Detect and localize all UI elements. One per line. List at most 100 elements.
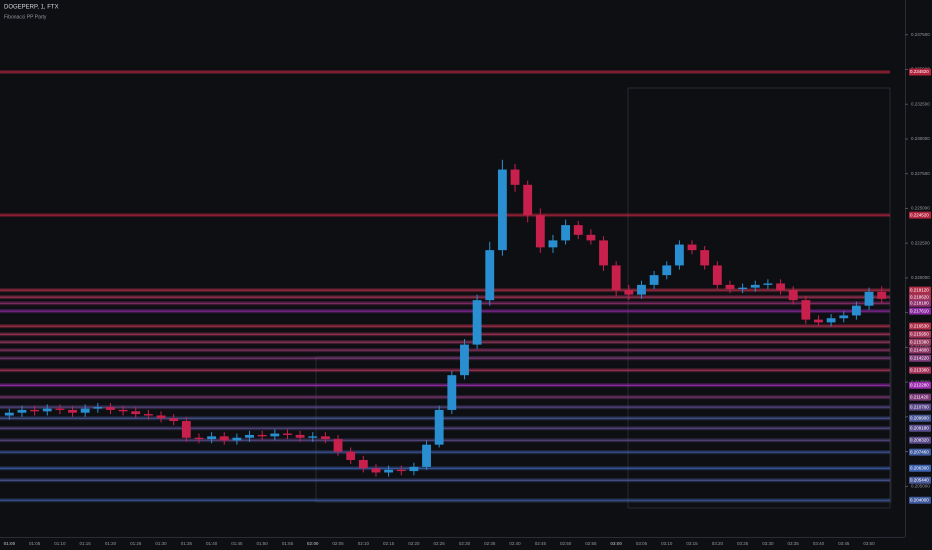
level-label: 0.207460	[910, 449, 929, 454]
candle-body	[851, 305, 861, 316]
candle-body	[409, 466, 419, 472]
candle-body	[497, 169, 507, 251]
level-label-box	[909, 346, 931, 354]
candle-body	[687, 244, 697, 251]
level-label: 0.218620	[910, 294, 929, 299]
level-label-box	[909, 330, 931, 338]
x-tick-label: 03:20	[712, 541, 724, 546]
level-label-box	[909, 307, 931, 315]
x-tick-label: 02:30	[459, 541, 471, 546]
y-tick-label: 0.232500	[911, 101, 930, 106]
level-label: 0.205440	[910, 477, 929, 482]
candle-body	[245, 434, 254, 438]
x-tick-label: 02:25	[434, 541, 446, 546]
y-tick-label: 0.205000	[911, 484, 930, 489]
y-tick-label: 0.222500	[911, 240, 930, 245]
level-label-box	[909, 393, 931, 401]
candle-body	[4, 412, 14, 416]
candle-body	[17, 409, 27, 413]
level-label-box	[909, 403, 931, 411]
level-label-box	[909, 322, 931, 330]
candle-body	[131, 411, 141, 415]
level-label: 0.212280	[910, 382, 929, 387]
candle-body	[156, 415, 166, 419]
range-box	[627, 87, 891, 509]
x-tick-label: 03:10	[661, 541, 673, 546]
candle-body	[624, 290, 634, 295]
level-label: 0.215950	[910, 331, 929, 336]
candle-body	[535, 215, 545, 248]
level-label: 0.216530	[910, 323, 929, 328]
x-tick-label: 01:45	[231, 541, 243, 546]
x-tick-label: 01:25	[130, 541, 142, 546]
candle-body	[42, 408, 52, 412]
levels	[0, 69, 890, 503]
y-tick-label: 0.220000	[911, 275, 930, 280]
candle-body	[257, 434, 267, 437]
x-tick-label: 02:35	[484, 541, 496, 546]
x-tick-label: 01:10	[54, 541, 66, 546]
candle-body	[371, 468, 381, 473]
level-label: 0.208320	[910, 437, 929, 442]
x-tick-label: 03:00	[610, 541, 622, 546]
candle-body	[649, 275, 659, 285]
candle-body	[877, 291, 887, 299]
x-tick-label: 01:35	[181, 541, 193, 546]
level-label: 0.210700	[910, 404, 929, 409]
candle-body	[725, 284, 735, 290]
candle-body	[763, 283, 773, 285]
level-label: 0.214800	[910, 347, 929, 352]
candle-body	[637, 284, 646, 295]
candle-body	[80, 408, 90, 413]
level-label-box	[909, 211, 931, 219]
candle-body	[599, 240, 608, 266]
candle-body	[460, 344, 469, 376]
level-label-box	[909, 424, 931, 432]
x-tick-label: 01:40	[206, 541, 218, 546]
level-label-box	[909, 366, 931, 374]
candle-body	[270, 433, 280, 437]
x-tick-label: 01:05	[29, 541, 41, 546]
candle-body	[283, 433, 292, 435]
candle-body	[333, 439, 343, 452]
candle-body	[523, 184, 533, 216]
level-label: 0.217610	[910, 308, 929, 313]
candle-body	[801, 300, 811, 320]
x-tick-label: 02:00	[307, 541, 319, 546]
y-tick-label: 0.225000	[911, 206, 930, 211]
candles	[4, 159, 887, 477]
x-tick-label: 01:55	[282, 541, 294, 546]
candle-body	[864, 291, 874, 306]
level-label-box	[909, 68, 931, 76]
x-tick-label: 02:40	[509, 541, 521, 546]
level-label: 0.204000	[910, 497, 929, 502]
candle-body	[169, 418, 179, 422]
level-label-box	[909, 381, 931, 389]
axes: 0.2050000.2075000.2100000.2125000.215000…	[4, 32, 931, 546]
candle-body	[611, 265, 621, 291]
level-label: 0.234820	[910, 69, 929, 74]
candle-body	[776, 283, 785, 291]
candle-body	[447, 375, 457, 410]
x-tick-label: 01:00	[4, 541, 16, 546]
x-tick-label: 03:50	[863, 541, 875, 546]
x-tick-label: 01:15	[80, 541, 92, 546]
candle-body	[194, 437, 204, 440]
candle-body	[586, 234, 596, 241]
x-tick-label: 03:25	[737, 541, 749, 546]
level-label: 0.206300	[910, 465, 929, 470]
candle-body	[750, 284, 760, 288]
level-label-box	[909, 448, 931, 456]
level-label: 0.214220	[910, 355, 929, 360]
level-label-box	[909, 354, 931, 362]
x-tick-label: 03:45	[838, 541, 850, 546]
range-box	[315, 356, 892, 503]
candle-body	[308, 436, 318, 438]
level-label: 0.209900	[910, 415, 929, 420]
candle-body	[573, 225, 583, 235]
candle-body	[561, 225, 571, 241]
x-tick-label: 03:05	[636, 541, 648, 546]
candle-body	[826, 318, 836, 323]
